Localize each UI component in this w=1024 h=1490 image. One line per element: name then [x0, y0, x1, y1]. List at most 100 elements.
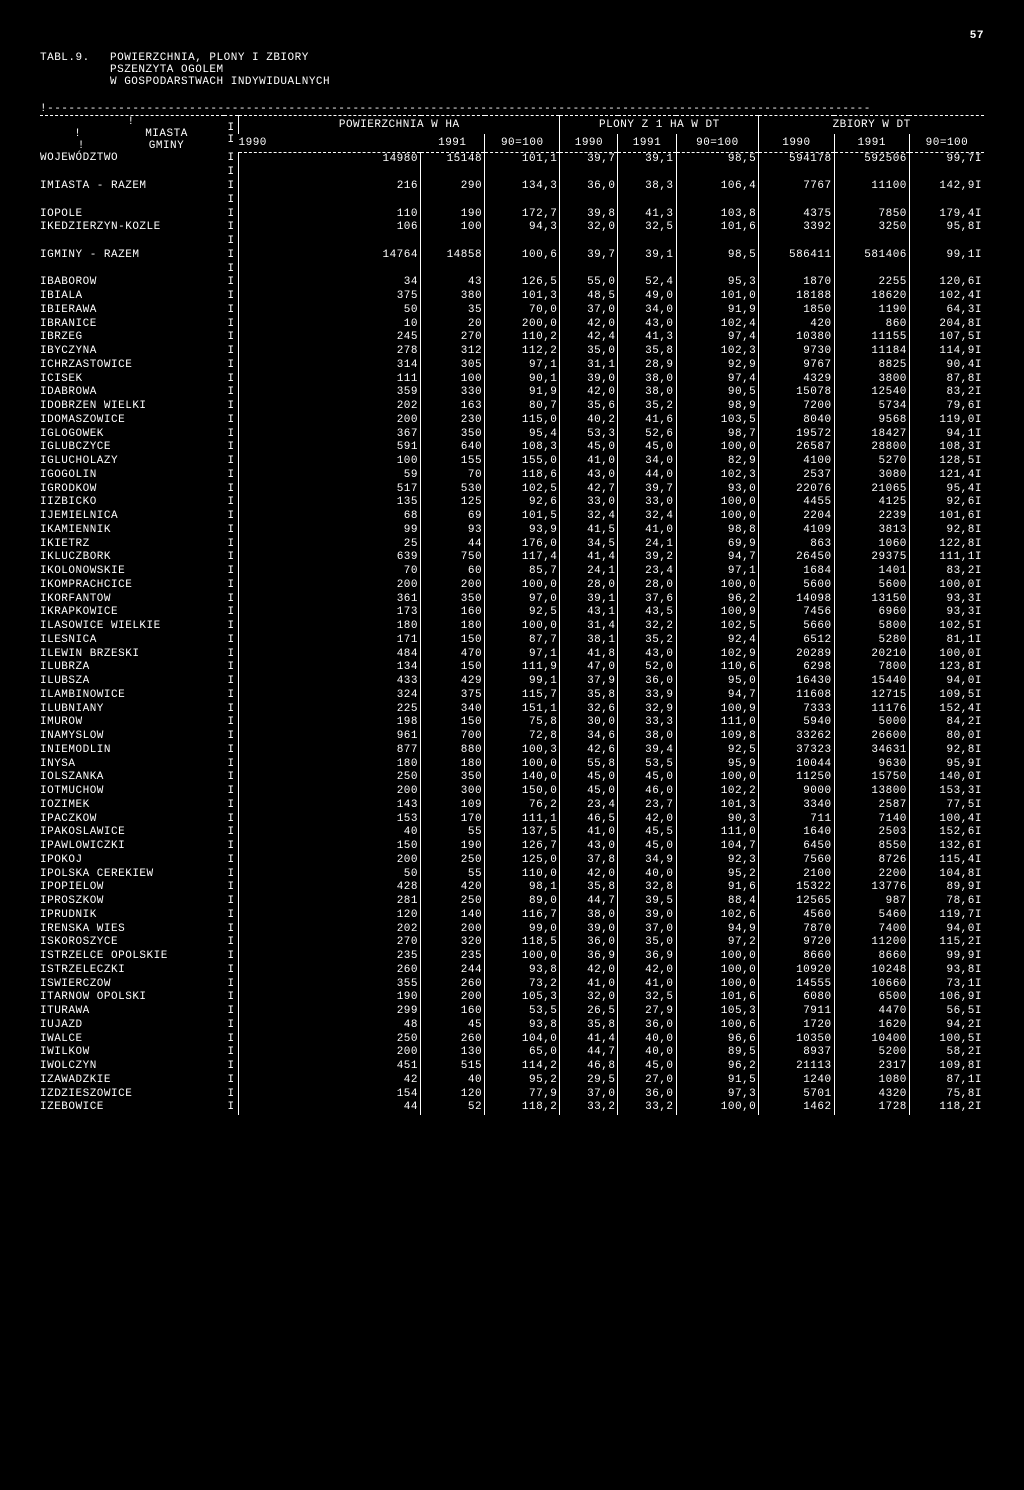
- data-cell: 100,0: [676, 1101, 759, 1115]
- data-cell: 97,4: [676, 331, 759, 345]
- data-cell: 9000: [759, 785, 834, 799]
- row-separator: I: [224, 840, 239, 854]
- data-cell: 126,5: [485, 276, 560, 290]
- data-cell: 111,0: [676, 716, 759, 730]
- data-cell: 640: [421, 441, 485, 455]
- row-label: ILEWIN BRZESKI: [40, 648, 224, 662]
- table-row: IZEBOWICEI4452118,233,233,2100,014621728…: [40, 1101, 984, 1115]
- table-header: TABL.9.POWIERZCHNIA, PLONY I ZBIORY PSZE…: [40, 52, 984, 88]
- data-cell: [421, 235, 485, 249]
- data-cell: 375: [421, 689, 485, 703]
- row-separator: I: [224, 166, 239, 180]
- data-cell: 47,0: [560, 661, 618, 675]
- col-sub: 1991: [834, 134, 909, 152]
- data-cell: [485, 194, 560, 208]
- data-cell: 281: [239, 895, 421, 909]
- data-cell: 198: [239, 716, 421, 730]
- row-label: IKRAPKOWICE: [40, 606, 224, 620]
- data-cell: 29,5: [560, 1074, 618, 1088]
- data-cell: 200: [239, 854, 421, 868]
- data-cell: 41,3: [618, 208, 676, 222]
- data-cell: 102,9: [676, 648, 759, 662]
- data-cell: 45,0: [618, 441, 676, 455]
- data-cell: 118,2I: [909, 1101, 984, 1115]
- data-cell: 270: [421, 331, 485, 345]
- data-cell: 12565: [759, 895, 834, 909]
- row-label: INIEMODLIN: [40, 744, 224, 758]
- data-cell: 42,0: [560, 318, 618, 332]
- data-cell: 135: [239, 496, 421, 510]
- col-group-3: ZBIORY W DT: [759, 116, 984, 134]
- data-cell: 89,0: [485, 895, 560, 909]
- data-cell: 10920: [759, 964, 834, 978]
- data-cell: 530: [421, 483, 485, 497]
- data-cell: 102,5: [676, 620, 759, 634]
- row-label: IPOPIELOW: [40, 881, 224, 895]
- data-cell: 38,0: [618, 730, 676, 744]
- data-cell: 69,9: [676, 538, 759, 552]
- data-cell: 150: [421, 634, 485, 648]
- data-cell: 314: [239, 359, 421, 373]
- table-row: ILASOWICE WIELKIEI180180100,031,432,2102…: [40, 620, 984, 634]
- data-cell: 5270: [834, 455, 909, 469]
- data-cell: 87,1I: [909, 1074, 984, 1088]
- data-cell: 1080: [834, 1074, 909, 1088]
- data-cell: 22076: [759, 483, 834, 497]
- table-row: ITARNOW OPOLSKII190200105,332,032,5101,6…: [40, 991, 984, 1005]
- data-cell: 4125: [834, 496, 909, 510]
- data-cell: 122,8I: [909, 538, 984, 552]
- table-row: IPROSZKOWI28125089,044,739,588,412565987…: [40, 895, 984, 909]
- data-cell: 5600: [759, 579, 834, 593]
- table-row: IRENSKA WIESI20220099,039,037,094,978707…: [40, 923, 984, 937]
- data-cell: 106,9I: [909, 991, 984, 1005]
- row-separator: I: [224, 441, 239, 455]
- table-row: IZAWADZKIEI424095,229,527,091,5124010808…: [40, 1074, 984, 1088]
- data-cell: 1240: [759, 1074, 834, 1088]
- data-cell: 12715: [834, 689, 909, 703]
- data-cell: 15148: [421, 152, 485, 166]
- data-cell: 420: [421, 881, 485, 895]
- col-sub: 90=100: [676, 134, 759, 152]
- data-cell: 4470: [834, 1005, 909, 1019]
- data-cell: [618, 194, 676, 208]
- data-cell: 14764: [239, 249, 421, 263]
- row-label: IKOMPRACHCICE: [40, 579, 224, 593]
- table-row: IGRODKOWI517530102,542,739,793,022076210…: [40, 483, 984, 497]
- data-cell: 150: [239, 840, 421, 854]
- row-separator: I: [224, 524, 239, 538]
- data-cell: 105,3: [676, 1005, 759, 1019]
- data-cell: 39,0: [560, 923, 618, 937]
- row-label: ITARNOW OPOLSKI: [40, 991, 224, 1005]
- table-row: IOTMUCHOWI200300150,045,046,0102,2900013…: [40, 785, 984, 799]
- data-cell: 200: [239, 414, 421, 428]
- data-cell: 95,4: [485, 428, 560, 442]
- data-cell: 92,8I: [909, 524, 984, 538]
- table-row: IWOLCZYNI451515114,246,845,096,221113231…: [40, 1060, 984, 1074]
- data-cell: 111,0: [676, 826, 759, 840]
- data-cell: 55: [421, 826, 485, 840]
- data-cell: 39,7: [560, 249, 618, 263]
- data-cell: 92,9: [676, 359, 759, 373]
- data-cell: 260: [239, 964, 421, 978]
- data-cell: 433: [239, 675, 421, 689]
- row-label: ISTRZELCE OPOLSKIE: [40, 950, 224, 964]
- data-cell: 32,0: [560, 991, 618, 1005]
- data-cell: 26,5: [560, 1005, 618, 1019]
- data-cell: 95,4I: [909, 483, 984, 497]
- data-cell: 40,0: [618, 1033, 676, 1047]
- row-separator: I: [224, 854, 239, 868]
- data-cell: 142,9I: [909, 180, 984, 194]
- data-cell: 114,9I: [909, 345, 984, 359]
- row-separator: I: [224, 675, 239, 689]
- row-separator: I: [224, 235, 239, 249]
- title-line-3: W GOSPODARSTWACH INDYWIDUALNYCH: [110, 76, 330, 88]
- row-label: [40, 166, 224, 180]
- data-cell: 33,2: [560, 1101, 618, 1115]
- data-cell: [421, 166, 485, 180]
- row-separator: I: [224, 1005, 239, 1019]
- data-table: !! MIASTA! GMINY II POWIERZCHNIA W HA PL…: [40, 115, 984, 1115]
- data-cell: [239, 166, 421, 180]
- data-cell: 591: [239, 441, 421, 455]
- data-cell: 19572: [759, 428, 834, 442]
- data-cell: 5701: [759, 1088, 834, 1102]
